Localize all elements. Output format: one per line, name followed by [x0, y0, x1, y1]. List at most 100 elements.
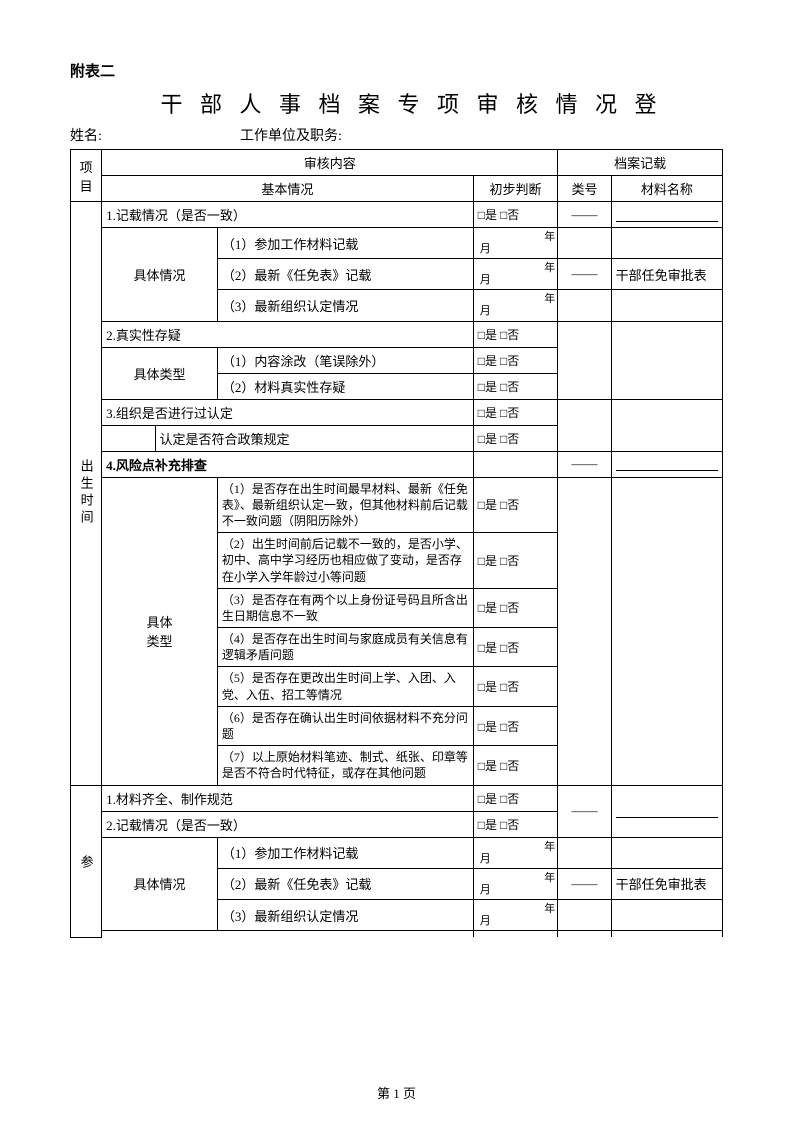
s1-r1-dash: ——	[558, 202, 611, 228]
s1-d2-mat: 干部任免审批表	[611, 259, 722, 290]
s2-d1-ym: 年月	[473, 837, 558, 868]
s1-rk4-yn: □是 □否	[473, 628, 558, 667]
s1-r1-mat	[611, 202, 722, 228]
name-label: 姓名:	[70, 125, 240, 145]
s1-d2-dash: ——	[558, 259, 611, 290]
s1-d1-mat	[611, 228, 722, 259]
s2-d1-text: （1）参加工作材料记载	[217, 837, 473, 868]
s1-row3: 3.组织是否进行过认定 □是 □否	[71, 399, 723, 425]
s2-d2-dash: ——	[558, 868, 611, 899]
s1-d3-text: （3）最新组织认定情况	[217, 290, 473, 321]
s1-r3-label: 3.组织是否进行过认定	[102, 399, 474, 425]
hdr-judge: 初步判断	[473, 176, 558, 202]
s1-rk7-text: （7）以上原始材料笔迹、制式、纸张、印章等是否不符合时代特征，或存在其他问题	[217, 746, 473, 785]
hdr-cat: 类号	[558, 176, 611, 202]
info-row: 姓名: 工作单位及职务:	[70, 125, 723, 145]
s1-d3-ym: 年月	[473, 290, 558, 321]
s1-r2-yn: □是 □否	[473, 321, 558, 347]
s2-d2-ym: 年月	[473, 868, 558, 899]
s2-r1-yn: □是 □否	[473, 785, 558, 811]
s1-rk-cat	[558, 477, 611, 785]
s1-r3-yn: □是 □否	[473, 399, 558, 425]
s2-d3-mat	[611, 899, 722, 930]
s1-d1-cat	[558, 228, 611, 259]
s1-r4-mat	[611, 451, 722, 477]
s1-row2: 2.真实性存疑 □是 □否	[71, 321, 723, 347]
main-table: 项目 审核内容 档案记载 基本情况 初步判断 类号 材料名称 出生时间 1.记载…	[70, 149, 723, 938]
s1-type-label: 具体类型	[102, 347, 218, 399]
s1-rk1: 具体 类型 （1）是否存在出生时间最早材料、最新《任免表》、最新组织认定一致，但…	[71, 477, 723, 533]
s2-row1: 参 1.材料齐全、制作规范 □是 □否 ——	[71, 785, 723, 811]
s1-r4-dash: ——	[558, 451, 611, 477]
s1-rk6-yn: □是 □否	[473, 706, 558, 745]
s1-rk2-text: （2）出生时间前后记载不一致的，是否小学、初中、高中学习经历也相应做了变动，是否…	[217, 533, 473, 589]
s2-d2-text: （2）最新《任免表》记载	[217, 868, 473, 899]
s1-d1-ym: 年月	[473, 228, 558, 259]
header-row-1: 项目 审核内容 档案记载	[71, 150, 723, 176]
s1-rk4-text: （4）是否存在出生时间与家庭成员有关信息有逻辑矛盾问题	[217, 628, 473, 667]
s1-r4-label: 4.风险点补充排查	[102, 451, 474, 477]
s1-detail-label: 具体情况	[102, 228, 218, 322]
header-row-2: 基本情况 初步判断 类号 材料名称	[71, 176, 723, 202]
s1-r1-label: 1.记载情况（是否一致）	[102, 202, 474, 228]
s2-d1: 具体情况 （1）参加工作材料记载 年月	[71, 837, 723, 868]
s1-r4-yn	[473, 451, 558, 477]
s1-r3-cat	[558, 399, 611, 451]
s1-rk5-text: （5）是否存在更改出生时间上学、入团、入党、入伍、招工等情况	[217, 667, 473, 706]
hdr-project: 项目	[71, 150, 102, 202]
s1-rk7-yn: □是 □否	[473, 746, 558, 785]
s1-r3sub-blank	[102, 425, 155, 451]
s1-type-label2: 具体 类型	[102, 477, 218, 785]
s1-d2-ym: 年月	[473, 259, 558, 290]
s1-row4: 4.风险点补充排查 ——	[71, 451, 723, 477]
s1-r2-label: 2.真实性存疑	[102, 321, 474, 347]
s1-r3sub-yn: □是 □否	[473, 425, 558, 451]
s1-r2-cat	[558, 321, 611, 399]
s1-t2-yn: □是 □否	[473, 373, 558, 399]
s1-t1-yn: □是 □否	[473, 347, 558, 373]
s2-vert: 参	[71, 785, 102, 937]
s1-vert: 出生时间	[71, 202, 102, 786]
s1-d1: 具体情况 （1）参加工作材料记载 年月	[71, 228, 723, 259]
s1-rk-mat	[611, 477, 722, 785]
s1-t1-text: （1）内容涂改（笔误除外）	[217, 347, 473, 373]
s1-d1-text: （1）参加工作材料记载	[217, 228, 473, 259]
s1-rk1-text: （1）是否存在出生时间最早材料、最新《任免表》、最新组织认定一致，但其他材料前后…	[217, 477, 473, 533]
s2-d2-mat: 干部任免审批表	[611, 868, 722, 899]
s1-r3sub-text: 认定是否符合政策规定	[155, 425, 473, 451]
unit-label: 工作单位及职务:	[240, 125, 723, 145]
doc-title: 干 部 人 事 档 案 专 项 审 核 情 况 登	[70, 87, 723, 119]
s1-row1: 出生时间 1.记载情况（是否一致） □是 □否 ——	[71, 202, 723, 228]
s2-d1-mat	[611, 837, 722, 868]
s1-d3-mat	[611, 290, 722, 321]
s2-tail	[71, 931, 723, 938]
s2-detail-label: 具体情况	[102, 837, 218, 931]
page-number: 第 1 页	[0, 1083, 793, 1102]
s1-rk2-yn: □是 □否	[473, 533, 558, 589]
s1-t2-text: （2）材料真实性存疑	[217, 373, 473, 399]
s2-r2-yn: □是 □否	[473, 811, 558, 837]
s1-rk5-yn: □是 □否	[473, 667, 558, 706]
s1-d2-text: （2）最新《任免表》记载	[217, 259, 473, 290]
s1-r1-yn: □是 □否	[473, 202, 558, 228]
s2-d1-cat	[558, 837, 611, 868]
s2-d3-ym: 年月	[473, 899, 558, 930]
hdr-archive: 档案记载	[558, 150, 723, 176]
s2-r2-label: 2.记载情况（是否一致）	[102, 811, 474, 837]
appendix-label: 附表二	[70, 60, 723, 81]
s2-r1-label: 1.材料齐全、制作规范	[102, 785, 474, 811]
s1-r3-mat	[611, 399, 722, 451]
s1-rk6-text: （6）是否存在确认出生时间依据材料不充分问题	[217, 706, 473, 745]
hdr-mat: 材料名称	[611, 176, 722, 202]
s1-rk3-yn: □是 □否	[473, 588, 558, 627]
s1-d3-cat	[558, 290, 611, 321]
s2-d3-text: （3）最新组织认定情况	[217, 899, 473, 930]
s2-r1-mat	[611, 785, 722, 837]
s2-r1-dash: ——	[558, 785, 611, 837]
s1-r2-mat	[611, 321, 722, 399]
hdr-basic: 基本情况	[102, 176, 474, 202]
s2-d3-cat	[558, 899, 611, 930]
hdr-review: 审核内容	[102, 150, 558, 176]
s1-rk1-yn: □是 □否	[473, 477, 558, 533]
s1-rk3-text: （3）是否存在有两个以上身份证号码且所含出生日期信息不一致	[217, 588, 473, 627]
